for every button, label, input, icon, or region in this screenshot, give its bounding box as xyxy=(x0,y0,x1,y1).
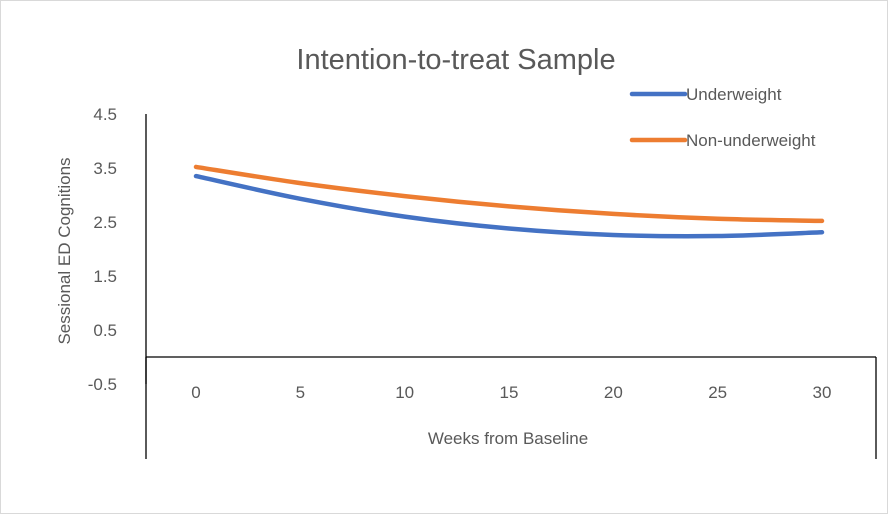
y-tick-labels: -0.5 0.5 1.5 2.5 3.5 4.5 xyxy=(88,105,117,394)
y-tick-label: 1.5 xyxy=(93,267,117,286)
x-axis-label: Weeks from Baseline xyxy=(428,429,588,448)
axes xyxy=(145,114,877,459)
x-tick-label: 25 xyxy=(708,383,727,402)
y-tick-label: 2.5 xyxy=(93,213,117,232)
x-tick-label: 30 xyxy=(813,383,832,402)
y-tick-label: 3.5 xyxy=(93,159,117,178)
chart-title: Intention-to-treat Sample xyxy=(296,44,615,76)
y-tick-label: 4.5 xyxy=(93,105,117,124)
legend-label: Underweight xyxy=(686,85,782,104)
legend-label: Non-underweight xyxy=(686,131,816,150)
x-tick-label: 5 xyxy=(296,383,305,402)
x-tick-label: 20 xyxy=(604,383,623,402)
y-axis-label: Sessional ED Cognitions xyxy=(55,157,74,344)
x-tick-label: 10 xyxy=(395,383,414,402)
series-lines xyxy=(193,164,825,239)
x-tick-label: 0 xyxy=(191,383,200,402)
y-tick-label: -0.5 xyxy=(88,375,117,394)
x-tick-label: 15 xyxy=(500,383,519,402)
series-line-underweight xyxy=(193,173,825,239)
series-line-non-underweight xyxy=(193,164,825,224)
x-tick-labels: 0 5 10 15 20 25 30 xyxy=(191,383,831,402)
legend: Underweight Non-underweight xyxy=(629,85,816,150)
y-tick-label: 0.5 xyxy=(93,321,117,340)
